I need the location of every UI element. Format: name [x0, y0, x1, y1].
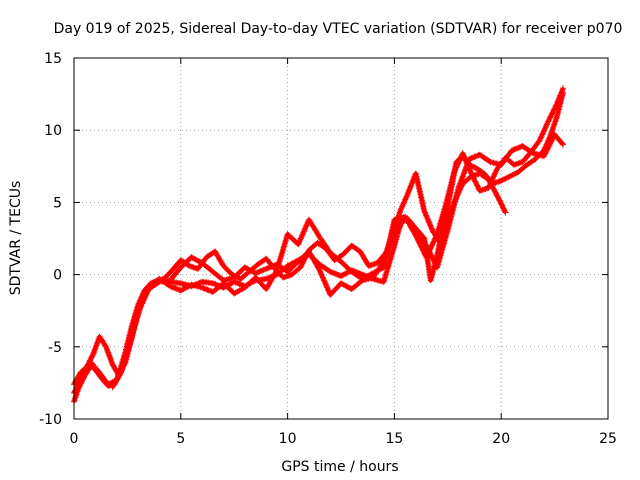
x-tick-label: 0	[70, 431, 79, 447]
data-series	[71, 85, 567, 405]
series-track-1	[71, 89, 567, 405]
series-markers	[71, 170, 509, 388]
plot-frame	[73, 57, 609, 420]
series-line	[72, 171, 508, 386]
chart-title: Day 019 of 2025, Sidereal Day-to-day VTE…	[54, 21, 623, 37]
y-tick-label: -5	[48, 340, 62, 356]
series-track-3	[71, 85, 567, 396]
series-markers	[71, 89, 567, 405]
y-tick-label: -10	[39, 412, 62, 428]
grid-lines	[74, 58, 608, 419]
axis-ticks: 0 5 10 15 20 25 -10 -5 0 5 10 15	[39, 51, 617, 447]
x-tick-label: 10	[279, 431, 297, 447]
y-axis-label: SDTVAR / TECUs	[8, 181, 24, 296]
y-tick-label: 0	[53, 268, 62, 284]
series-markers	[109, 131, 567, 391]
x-tick-label: 15	[385, 431, 403, 447]
series-track-4	[109, 131, 567, 391]
x-axis-label: GPS time / hours	[281, 459, 398, 475]
series-markers	[71, 85, 567, 396]
x-tick-label: 5	[176, 431, 185, 447]
y-tick-label: 5	[53, 195, 62, 211]
x-tick-label: 20	[492, 431, 510, 447]
y-tick-label: 10	[44, 123, 62, 139]
series-line	[72, 92, 566, 403]
y-tick-label: 15	[44, 51, 62, 67]
x-tick-label: 25	[599, 431, 617, 447]
series-track-2	[71, 170, 509, 388]
